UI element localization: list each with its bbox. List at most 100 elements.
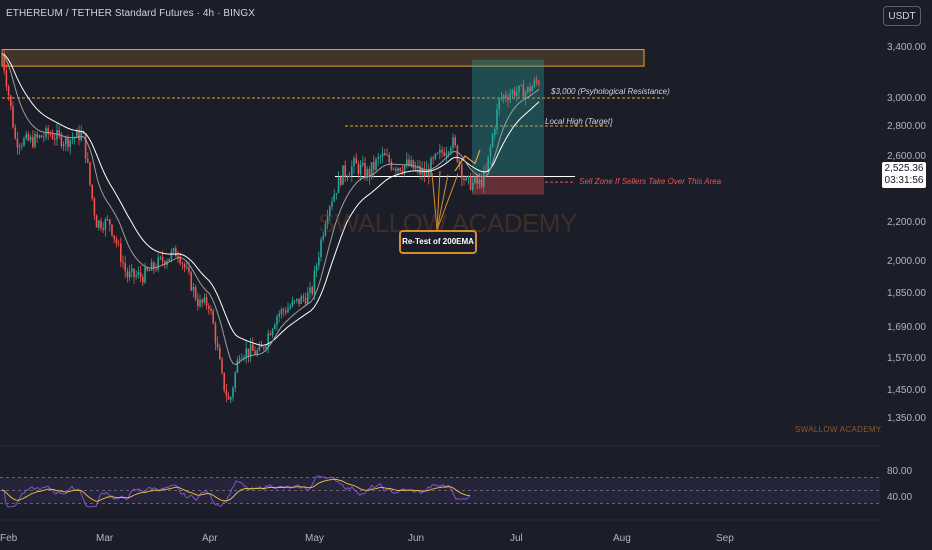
candle-body [368, 169, 371, 178]
projected-path [454, 149, 481, 172]
candle-body [318, 257, 320, 266]
candle-body [117, 243, 120, 245]
candle-body [267, 333, 269, 347]
candle-body [313, 271, 316, 294]
candle-body [208, 305, 210, 309]
retest-arrow [436, 170, 441, 231]
current-price: 2,525.36 [884, 163, 924, 174]
candle-body [150, 262, 153, 271]
candle-body [494, 129, 496, 135]
candle-body [223, 372, 225, 391]
candle-body [412, 160, 415, 169]
x-tick-label: Mar [96, 533, 114, 544]
currency-button[interactable]: USDT [883, 6, 921, 26]
candle-body [230, 397, 232, 400]
candle-body [93, 198, 96, 216]
candle-body [142, 276, 144, 283]
candle-body [478, 179, 481, 184]
candle-body [137, 272, 140, 276]
candle-body [91, 184, 93, 199]
candle-body [29, 137, 32, 141]
candle-body [287, 308, 289, 313]
candle-body [353, 158, 355, 167]
candle-body [234, 372, 236, 388]
chart-title: ETHEREUM / TETHER Standard Futures · 4h … [6, 8, 256, 19]
candle-body [14, 127, 16, 139]
candle-body [71, 138, 74, 140]
candle-body [76, 130, 78, 138]
candle-body [56, 130, 58, 140]
candle-body [300, 296, 302, 304]
candle-body [238, 358, 241, 360]
candle-body [179, 256, 181, 264]
candle-body [225, 390, 228, 397]
candle-body [43, 137, 45, 138]
candle-body [139, 272, 142, 277]
candle-body [392, 168, 395, 170]
candle-body [212, 310, 214, 324]
candle-body [302, 296, 305, 299]
candle-body [447, 152, 450, 153]
candle-body [102, 228, 104, 230]
candle-body [296, 298, 298, 301]
candle-body [87, 158, 89, 163]
rsi-ma-line [1, 478, 471, 502]
price-badge: 2,525.36 03:31:56 [882, 162, 926, 188]
retest-arrow [436, 173, 459, 231]
candle-body [135, 275, 137, 277]
candle-body [232, 387, 234, 398]
candle-body [67, 137, 69, 148]
candle-body [432, 158, 434, 159]
candle-body [417, 165, 419, 168]
candle-body [247, 348, 250, 357]
candle-body [491, 134, 494, 147]
candle-body [406, 159, 408, 166]
candle-body [333, 194, 335, 202]
candle-body [527, 86, 529, 93]
candle-body [529, 86, 531, 92]
candle-body [192, 286, 195, 291]
x-tick-label: Sep [716, 533, 734, 544]
bar-countdown: 03:31:56 [884, 175, 924, 186]
candle-body [269, 333, 272, 336]
candle-body [456, 145, 459, 162]
candle-body [10, 95, 12, 107]
candle-body [40, 135, 43, 138]
candle-body [307, 292, 309, 304]
candle-body [21, 145, 23, 147]
candle-body [509, 94, 511, 100]
x-tick-label: Feb [0, 533, 18, 544]
candle-body [331, 201, 333, 207]
candle-body [441, 149, 443, 153]
candle-body [342, 165, 344, 185]
x-tick-label: Aug [613, 533, 631, 544]
candle-body [381, 153, 384, 157]
candle-body [214, 323, 217, 344]
candle-body [216, 343, 219, 348]
candle-body [421, 168, 423, 175]
candle-body [36, 134, 38, 138]
y-tick-label: 1,570.00 [887, 353, 926, 364]
candle-body [362, 162, 364, 165]
local-high-label: Local High (Target) [545, 117, 613, 126]
candle-body [298, 298, 300, 304]
y-tick-label: 1,450.00 [887, 385, 926, 396]
candle-body [148, 270, 151, 272]
candle-body [531, 86, 533, 92]
candle-body [357, 163, 360, 175]
candle-body [186, 267, 188, 269]
candle-body [315, 265, 318, 272]
candle-body [425, 168, 428, 177]
psych-resistance-label: $3,000 (Psyhological Resistance) [551, 87, 670, 96]
rsi-tick-label: 80.00 [887, 466, 912, 477]
retest-arrow [436, 174, 449, 231]
candle-body [190, 272, 192, 291]
candle-body [3, 53, 5, 71]
candle-body [203, 297, 206, 303]
candle-body [401, 170, 404, 173]
candle-body [51, 134, 54, 140]
candle-body [487, 156, 489, 172]
candle-body [188, 267, 190, 273]
